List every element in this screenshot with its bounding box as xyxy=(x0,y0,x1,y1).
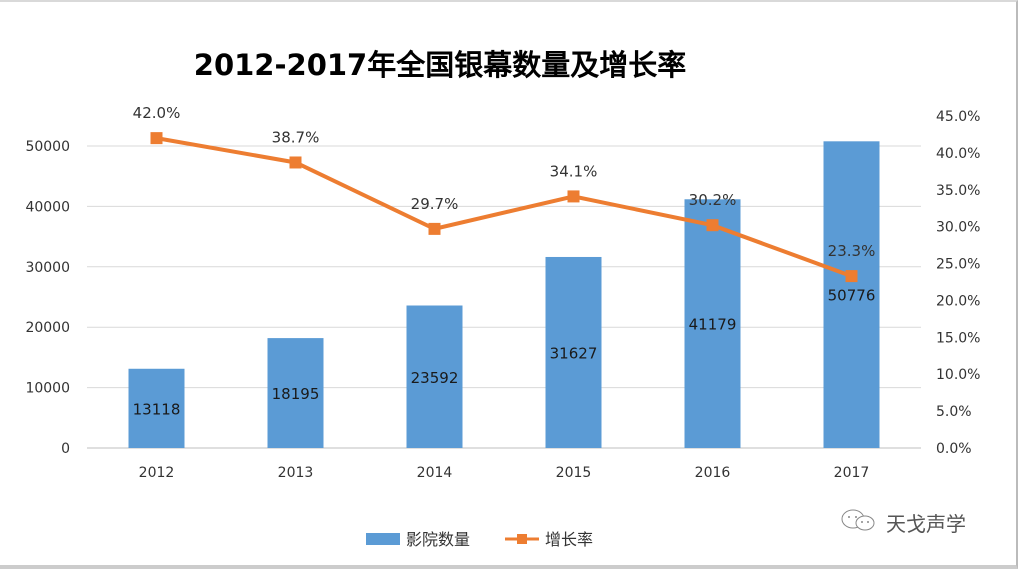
y-left-tick-label: 20000 xyxy=(25,320,70,336)
bar xyxy=(545,256,602,448)
y-left-tick-label: 0 xyxy=(61,441,70,457)
line-data-label: 34.1% xyxy=(550,162,598,180)
bar-data-label: 18195 xyxy=(272,385,320,403)
growth-line xyxy=(156,136,853,278)
bar xyxy=(128,368,185,448)
bar-data-label: 50776 xyxy=(828,287,876,305)
legend-marker-line xyxy=(517,534,527,544)
chart-title: 2012-2017年全国银幕数量及增长率 xyxy=(193,48,687,82)
y-right-tick-label: 40.0% xyxy=(936,146,980,162)
line-marker xyxy=(706,219,719,232)
legend-label-line: 增长率 xyxy=(545,530,593,549)
line-marker xyxy=(150,132,163,145)
bar xyxy=(823,141,880,448)
x-tick-label: 2014 xyxy=(417,465,453,481)
y-left-tick-label: 30000 xyxy=(25,260,70,276)
line-marker xyxy=(845,270,858,283)
y-right-tick-label: 0.0% xyxy=(936,441,972,457)
bar-data-label: 41179 xyxy=(689,316,737,334)
bar xyxy=(684,199,741,448)
y-right-tick-label: 35.0% xyxy=(936,183,980,199)
line-data-label: 38.7% xyxy=(272,128,320,146)
line-data-label: 23.3% xyxy=(828,242,876,260)
y-right-tick-label: 45.0% xyxy=(936,109,980,125)
y-right-tick-label: 10.0% xyxy=(936,367,980,383)
bar-data-label: 23592 xyxy=(411,369,459,387)
y-right-tick-label: 15.0% xyxy=(936,330,980,346)
x-tick-label: 2017 xyxy=(834,465,870,481)
bar-data-label: 13118 xyxy=(133,400,181,418)
x-tick-label: 2016 xyxy=(695,465,731,481)
y-left-tick-label: 10000 xyxy=(25,381,70,397)
wechat-icon xyxy=(840,508,880,537)
watermark: 天戈声学 xyxy=(840,508,966,537)
line-data-label: 29.7% xyxy=(411,195,459,213)
y-left-tick-label: 50000 xyxy=(25,139,70,155)
line-marker xyxy=(567,190,580,203)
y-right-tick-label: 20.0% xyxy=(936,293,980,309)
watermark-text: 天戈声学 xyxy=(886,512,966,536)
y-left-tick-label: 40000 xyxy=(25,199,70,215)
x-tick-label: 2012 xyxy=(139,465,175,481)
legend-swatch-bar xyxy=(366,533,400,545)
x-tick-label: 2013 xyxy=(278,465,314,481)
line-marker xyxy=(428,222,441,235)
line-data-label: 30.2% xyxy=(689,191,737,209)
y-right-tick-label: 25.0% xyxy=(936,257,980,273)
x-tick-label: 2015 xyxy=(556,465,592,481)
y-right-tick-label: 30.0% xyxy=(936,220,980,236)
y-right-tick-label: 5.0% xyxy=(936,404,972,420)
line-marker xyxy=(289,156,302,169)
bar xyxy=(406,305,463,448)
legend-label-bar: 影院数量 xyxy=(406,530,470,549)
bar xyxy=(267,338,324,448)
bar-data-label: 31627 xyxy=(550,344,598,362)
line-data-label: 42.0% xyxy=(133,104,181,122)
